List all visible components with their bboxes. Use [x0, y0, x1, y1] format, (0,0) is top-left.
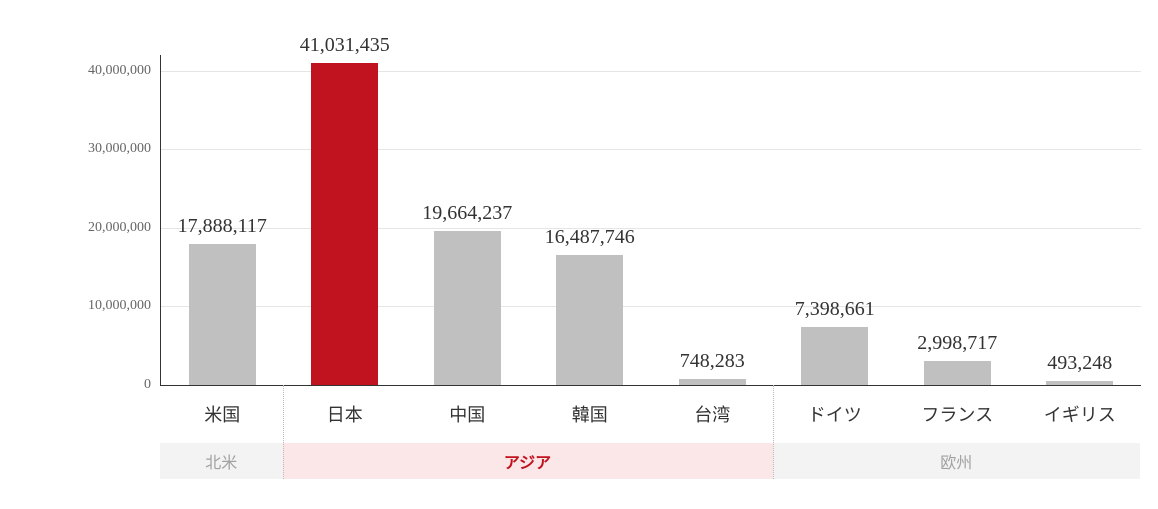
bar-slot: 16,487,746韓国 — [529, 55, 652, 385]
bar-value-label: 19,664,237 — [422, 202, 512, 225]
bar-value-label: 7,398,661 — [795, 298, 875, 321]
bar — [189, 244, 256, 385]
x-axis-tick-label: 台湾 — [694, 401, 730, 427]
bar-slot: 7,398,661ドイツ — [774, 55, 897, 385]
bar-slot: 2,998,717フランス — [896, 55, 1019, 385]
x-axis-tick-label: 米国 — [204, 401, 240, 427]
bar-slot: 17,888,117米国 — [161, 55, 284, 385]
bar-value-label: 748,283 — [680, 350, 745, 373]
bar-slot: 748,283台湾 — [651, 55, 774, 385]
region-group-label: 北米 — [205, 449, 237, 473]
y-axis-tick-label: 20,000,000 — [88, 220, 161, 236]
bar-slot: 493,248イギリス — [1019, 55, 1142, 385]
bar — [801, 327, 868, 385]
bar — [434, 231, 501, 386]
y-axis-tick-label: 30,000,000 — [88, 141, 161, 157]
bar-value-label: 493,248 — [1047, 352, 1112, 375]
x-axis-tick-label: 韓国 — [572, 401, 608, 427]
bar-value-label: 41,031,435 — [300, 34, 390, 57]
bar-value-label: 17,888,117 — [178, 215, 267, 238]
y-axis-tick-label: 0 — [144, 377, 161, 393]
bar — [311, 63, 378, 385]
x-axis-tick-label: イギリス — [1044, 401, 1116, 427]
bar-slot: 19,664,237中国 — [406, 55, 529, 385]
bar — [924, 361, 991, 385]
bar-chart: 0 10,000,000 20,000,000 30,000,000 40,000,00… — [0, 0, 1158, 509]
y-axis-tick-label: 10,000,000 — [88, 298, 161, 314]
region-group-cell: 北米 — [160, 443, 283, 479]
y-axis-tick-label: 40,000,000 — [88, 63, 161, 79]
bar — [556, 255, 623, 385]
region-group-label: 欧州 — [940, 449, 972, 473]
x-axis-tick-label: ドイツ — [808, 401, 862, 427]
region-group-row: 北米 アジア 欧州 — [160, 443, 1140, 479]
region-group-separator — [283, 385, 284, 479]
region-group-separator — [773, 385, 774, 479]
x-axis-tick-label: 日本 — [327, 401, 363, 427]
bar-value-label: 2,998,717 — [917, 332, 997, 355]
region-group-label: アジア — [504, 449, 551, 473]
region-group-cell: アジア — [283, 443, 773, 479]
bar-value-label: 16,487,746 — [545, 226, 635, 249]
plot-area: 010,000,00020,000,00030,000,00040,000,00… — [160, 55, 1141, 386]
bar-slot: 41,031,435日本 — [284, 55, 407, 385]
bar — [679, 379, 746, 385]
region-group-cell: 欧州 — [773, 443, 1141, 479]
bar — [1046, 381, 1113, 385]
x-axis-tick-label: 中国 — [449, 401, 485, 427]
x-axis-tick-label: フランス — [921, 401, 993, 427]
